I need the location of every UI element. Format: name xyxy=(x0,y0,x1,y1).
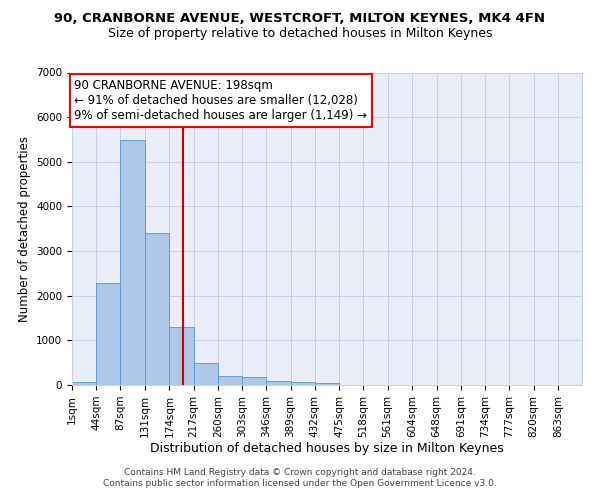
Bar xyxy=(96,283,121,385)
Bar xyxy=(315,383,339,385)
Bar xyxy=(72,382,96,385)
Bar xyxy=(290,382,315,385)
Bar xyxy=(169,327,194,385)
Bar xyxy=(121,140,145,385)
X-axis label: Distribution of detached houses by size in Milton Keynes: Distribution of detached houses by size … xyxy=(150,442,504,456)
Text: 90 CRANBORNE AVENUE: 198sqm
← 91% of detached houses are smaller (12,028)
9% of : 90 CRANBORNE AVENUE: 198sqm ← 91% of det… xyxy=(74,79,367,122)
Text: 90, CRANBORNE AVENUE, WESTCROFT, MILTON KEYNES, MK4 4FN: 90, CRANBORNE AVENUE, WESTCROFT, MILTON … xyxy=(55,12,545,26)
Bar xyxy=(242,377,266,385)
Bar xyxy=(145,233,169,385)
Text: Contains HM Land Registry data © Crown copyright and database right 2024.
Contai: Contains HM Land Registry data © Crown c… xyxy=(103,468,497,487)
Y-axis label: Number of detached properties: Number of detached properties xyxy=(17,136,31,322)
Text: Size of property relative to detached houses in Milton Keynes: Size of property relative to detached ho… xyxy=(108,28,492,40)
Bar xyxy=(218,376,242,385)
Bar xyxy=(194,362,218,385)
Bar xyxy=(266,380,290,385)
